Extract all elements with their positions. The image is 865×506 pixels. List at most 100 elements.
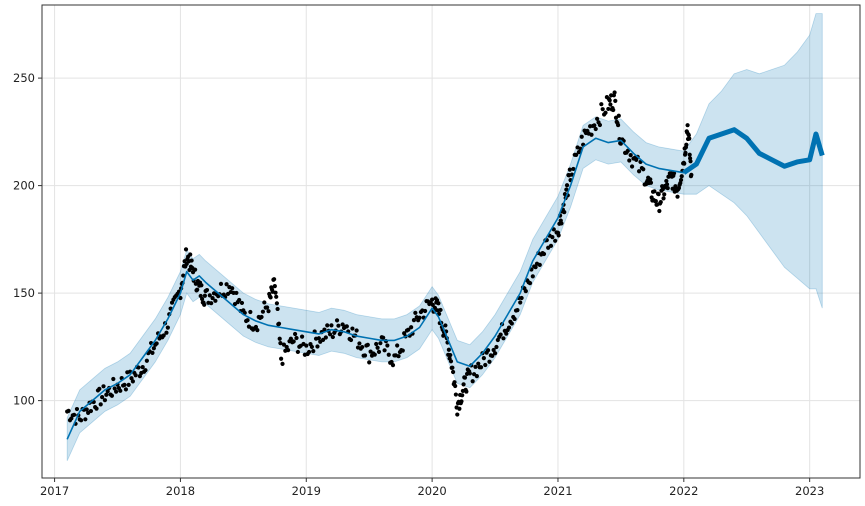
observed-point	[464, 389, 469, 394]
observed-point	[357, 341, 362, 346]
observed-point	[118, 388, 123, 393]
observed-point	[72, 412, 77, 417]
observed-point	[140, 365, 145, 370]
observed-point	[309, 344, 314, 349]
observed-point	[374, 341, 379, 347]
observed-point	[473, 364, 478, 369]
observed-point	[195, 287, 200, 292]
observed-point	[281, 342, 286, 347]
observed-point	[100, 395, 105, 400]
observed-point	[224, 282, 229, 287]
observed-point	[306, 349, 312, 355]
observed-point	[354, 328, 359, 333]
y-tick-label: 150	[13, 286, 35, 300]
observed-point	[641, 167, 646, 172]
observed-point	[462, 375, 468, 380]
observed-point	[556, 233, 561, 238]
observed-point	[88, 408, 94, 414]
observed-point	[360, 344, 365, 350]
x-tick-label: 2018	[166, 484, 195, 498]
observed-point	[389, 359, 394, 365]
observed-point	[109, 393, 115, 398]
observed-point	[327, 332, 333, 337]
observed-point	[406, 327, 411, 332]
observed-point	[597, 122, 603, 128]
observed-point	[395, 343, 400, 348]
observed-point	[284, 344, 289, 350]
observed-point	[165, 325, 170, 330]
observed-point	[653, 199, 658, 204]
observed-point	[204, 287, 210, 293]
observed-point	[69, 416, 74, 421]
observed-point	[613, 98, 618, 104]
observed-point	[504, 331, 509, 336]
observed-point	[265, 305, 270, 310]
observed-point	[576, 150, 582, 155]
observed-point	[322, 327, 327, 332]
observed-point	[189, 258, 194, 263]
observed-point	[607, 98, 612, 103]
observed-point	[299, 334, 305, 339]
observed-point	[311, 348, 316, 354]
observed-point	[627, 158, 632, 163]
observed-point	[530, 274, 535, 279]
observed-point	[382, 348, 387, 353]
observed-point	[616, 113, 621, 118]
observed-point	[133, 373, 138, 378]
observed-point	[448, 359, 454, 364]
observed-point	[492, 351, 498, 356]
observed-point	[533, 265, 538, 270]
observed-point	[506, 325, 512, 330]
observed-point	[436, 301, 441, 306]
observed-point	[320, 337, 326, 342]
observed-point	[652, 189, 657, 194]
observed-point	[402, 331, 407, 336]
observed-point	[461, 382, 466, 387]
observed-point	[348, 337, 354, 343]
x-tick-label: 2021	[543, 484, 572, 498]
observed-point	[603, 110, 608, 115]
observed-point	[272, 277, 277, 282]
observed-point	[670, 186, 675, 191]
observed-point	[527, 281, 533, 286]
observed-point	[671, 171, 677, 176]
observed-point	[385, 343, 390, 348]
grid-lines	[42, 5, 860, 478]
observed-point	[200, 296, 205, 302]
observed-point	[94, 406, 99, 411]
observed-point	[491, 347, 496, 353]
observed-point	[97, 386, 102, 391]
observed-point	[481, 356, 486, 361]
observed-point	[272, 284, 277, 289]
observed-point	[494, 344, 499, 350]
observed-point	[658, 199, 663, 205]
observed-point	[685, 123, 690, 128]
observed-point	[274, 294, 279, 299]
observed-point	[266, 309, 271, 314]
observed-point	[476, 361, 481, 366]
observed-point	[330, 334, 335, 340]
observed-point	[288, 336, 293, 341]
observed-point	[616, 122, 621, 128]
observed-point	[411, 318, 417, 323]
observed-point	[294, 335, 299, 341]
observed-point	[478, 365, 484, 370]
observed-point	[275, 306, 280, 312]
observed-point	[202, 302, 207, 307]
observed-point	[665, 186, 670, 191]
observed-point	[230, 286, 235, 291]
observed-point	[564, 187, 569, 192]
x-tick-label: 2023	[795, 484, 824, 498]
observed-point	[595, 116, 600, 121]
observed-point	[688, 159, 693, 164]
x-tick-label: 2017	[40, 484, 69, 498]
observed-point	[268, 295, 273, 300]
observed-point	[483, 362, 488, 368]
observed-point	[105, 389, 110, 394]
observed-point	[239, 300, 245, 306]
observed-point	[260, 309, 266, 314]
observed-point	[537, 262, 542, 267]
observed-point	[592, 123, 597, 128]
observed-point	[564, 183, 570, 188]
observed-point	[323, 335, 328, 340]
